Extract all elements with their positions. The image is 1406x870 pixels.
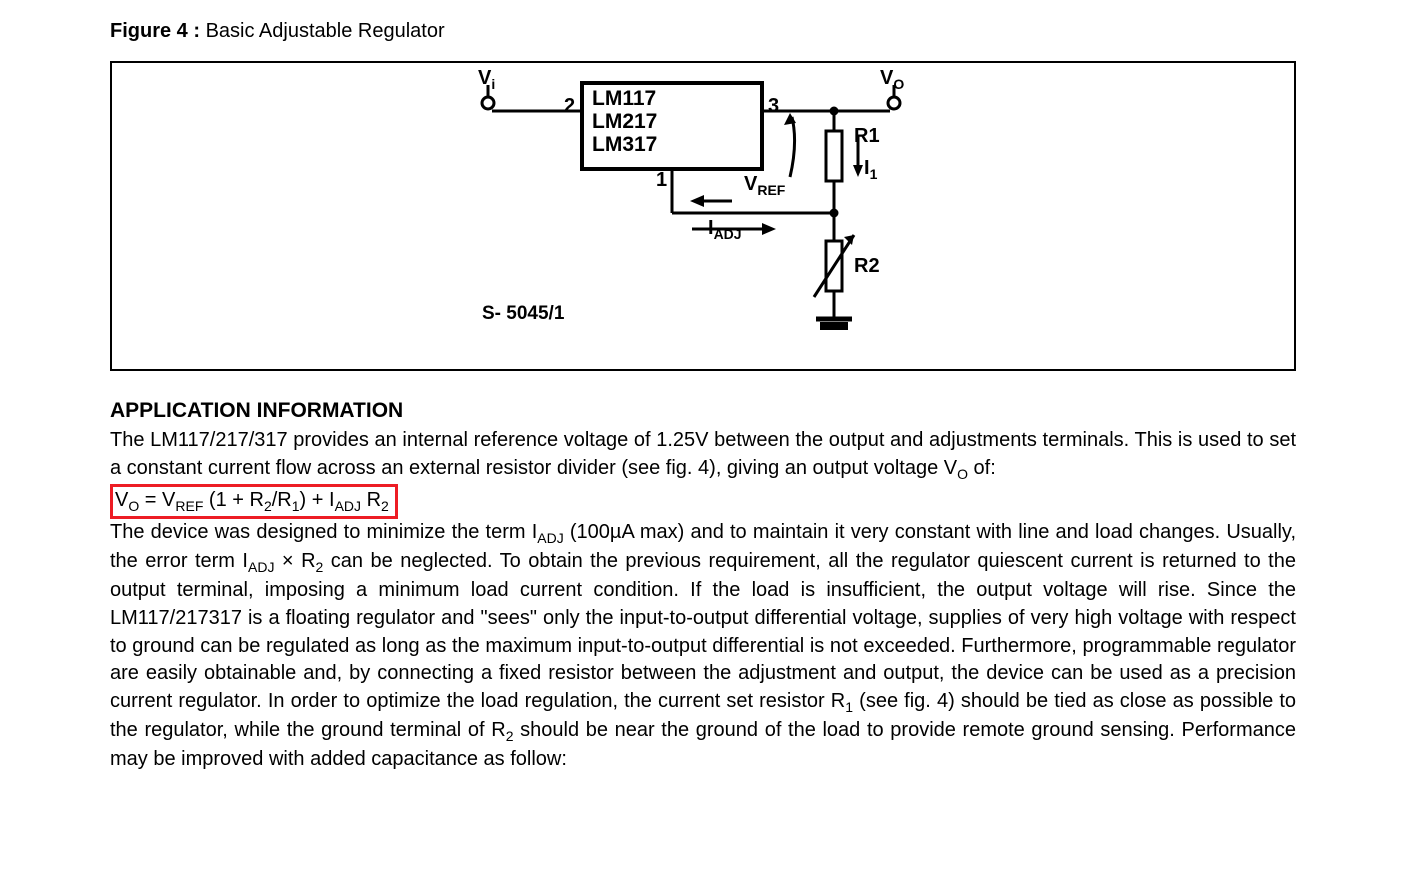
i1-label: I1: [864, 157, 877, 182]
para1-sub: O: [957, 466, 968, 482]
vin-label: Vi: [478, 67, 495, 92]
vout-label: VO: [880, 67, 904, 92]
section-heading: APPLICATION INFORMATION: [110, 399, 1296, 423]
para2-a: The device was designed to minimize the …: [110, 521, 537, 543]
schematic: LM117 LM217 LM317 2 3 1 Vi VO R1 R2 I1 V…: [132, 73, 1274, 359]
para1-b: of:: [968, 457, 996, 479]
para1-a: The LM117/217/317 provides an internal r…: [110, 429, 1296, 479]
pin-2-label: 2: [564, 95, 575, 118]
page: Figure 4 : Basic Adjustable Regulator: [20, 20, 1386, 774]
schematic-code: S- 5045/1: [482, 303, 564, 325]
figure-label: Figure 4 :: [110, 20, 200, 42]
vref-label: VREF: [744, 173, 785, 198]
r2-label: R2: [854, 255, 880, 278]
pin-3-label: 3: [768, 95, 779, 118]
formula-highlight: VO = VREF (1 + R2/R1) + IADJ R2: [110, 484, 398, 519]
body-text: The LM117/217/317 provides an internal r…: [110, 427, 1296, 774]
ic-label: LM117 LM217 LM317: [592, 87, 657, 156]
pin-1-label: 1: [656, 169, 667, 192]
figure-frame: LM117 LM217 LM317 2 3 1 Vi VO R1 R2 I1 V…: [110, 61, 1296, 371]
r1-label: R1: [854, 125, 880, 148]
figure-title: Basic Adjustable Regulator: [200, 20, 445, 42]
iadj-label: IADJ: [708, 217, 742, 242]
figure-caption: Figure 4 : Basic Adjustable Regulator: [110, 20, 1296, 43]
